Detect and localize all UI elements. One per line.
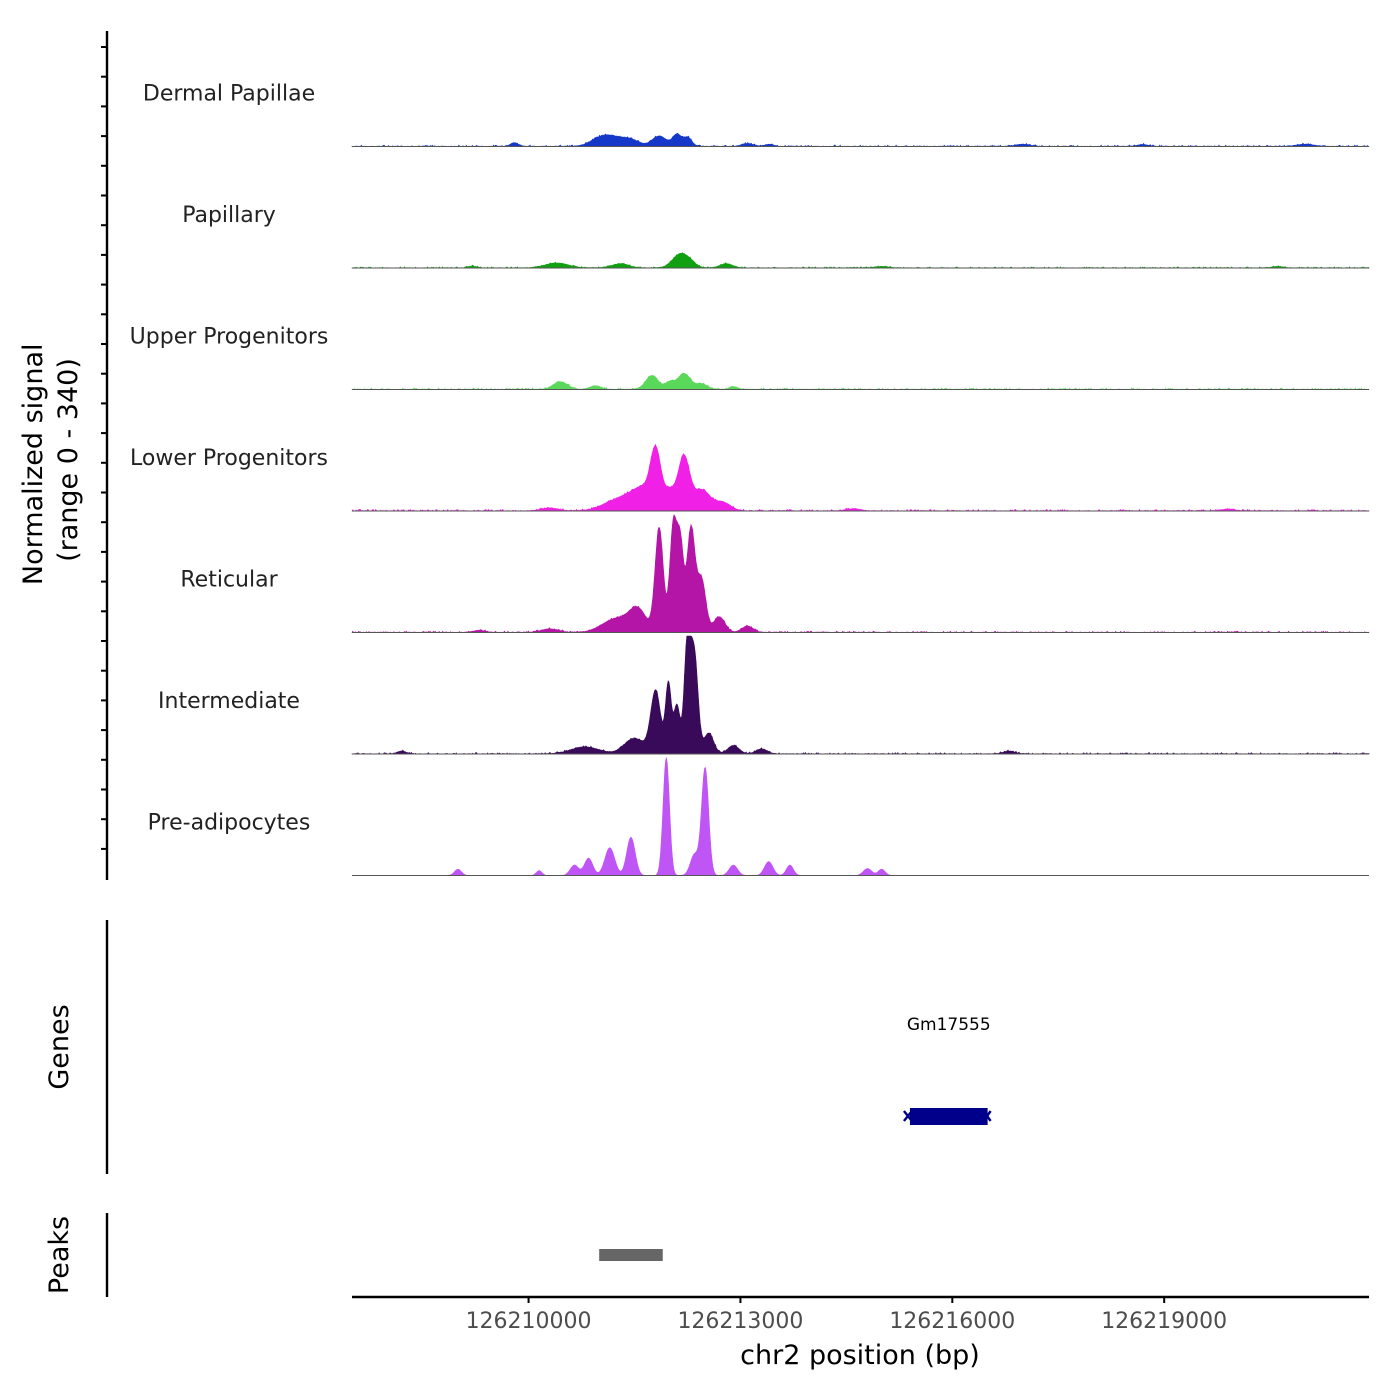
- peak-region: [599, 1249, 663, 1261]
- x-axis-label: chr2 position (bp): [740, 1340, 980, 1371]
- genes-track: Gm17555: [903, 1015, 992, 1125]
- track-label: Dermal Papillae: [143, 82, 315, 107]
- signal-area: [351, 372, 1370, 390]
- track-upper-progenitors: Upper Progenitors: [130, 325, 1370, 390]
- track-label: Lower Progenitors: [130, 446, 328, 471]
- x-tick-label: 126219000: [1101, 1309, 1227, 1334]
- gene-gm17555: Gm17555: [903, 1015, 992, 1125]
- peaks-track: [599, 1249, 663, 1261]
- signal-axis-label-line2: (range 0 - 340): [53, 358, 84, 562]
- track-papillary: Papillary: [182, 203, 1370, 269]
- signal-tracks: Dermal Papillae Papillary Upper Progenitor…: [130, 82, 1370, 876]
- signal-area: [351, 252, 1370, 269]
- track-pre-adipocytes: Pre-adipocytes: [148, 757, 1369, 876]
- track-reticular: Reticular: [180, 514, 1370, 633]
- gene-label: Gm17555: [907, 1015, 991, 1035]
- signal-area: [351, 635, 1370, 755]
- signal-area: [351, 514, 1370, 633]
- gene-body: [909, 1108, 988, 1125]
- x-tick-label: 126216000: [889, 1309, 1015, 1334]
- track-label: Reticular: [180, 568, 278, 593]
- x-tick-label: 126210000: [466, 1309, 592, 1334]
- track-label: Upper Progenitors: [130, 325, 329, 350]
- track-label: Pre-adipocytes: [148, 811, 311, 836]
- track-intermediate: Intermediate: [158, 635, 1370, 755]
- signal-area: [351, 443, 1370, 512]
- signal-area: [351, 132, 1370, 147]
- x-axis-ticks: 126210000 126213000 126216000 126219000: [466, 1297, 1227, 1334]
- signal-axis-label: Normalized signal (range 0 - 340): [18, 335, 84, 585]
- peaks-axis-label: Peaks: [44, 1216, 75, 1294]
- signal-axis-ticks: [101, 46, 107, 850]
- track-label: Intermediate: [158, 689, 300, 714]
- genes-axis-label: Genes: [44, 1004, 75, 1089]
- track-lower-progenitors: Lower Progenitors: [130, 443, 1370, 512]
- x-tick-label: 126213000: [677, 1309, 803, 1334]
- signal-area: [352, 757, 1369, 876]
- gene-strand-mark: [982, 1110, 992, 1122]
- track-label: Papillary: [182, 203, 276, 228]
- track-dermal-papillae: Dermal Papillae: [143, 82, 1370, 147]
- gene-strand-mark: [903, 1110, 913, 1122]
- signal-axis-label-line1: Normalized signal: [18, 344, 49, 586]
